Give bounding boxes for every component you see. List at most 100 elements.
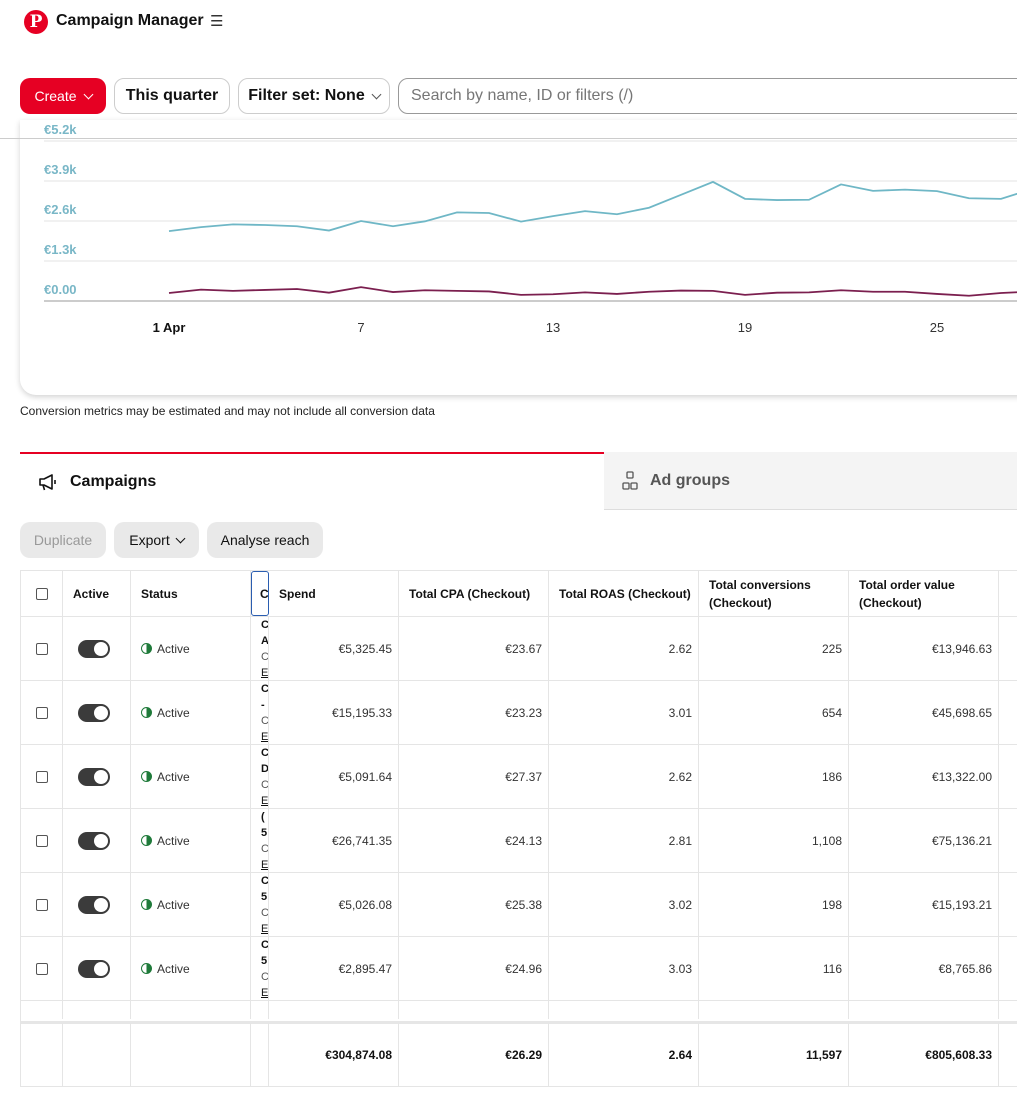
row-status-cell: Active <box>131 617 251 680</box>
active-toggle[interactable] <box>78 895 110 914</box>
header-roas[interactable]: Total ROAS (Checkout) <box>549 571 699 616</box>
partial-cell <box>131 1001 251 1019</box>
search-input[interactable]: Search by name, ID or filters (/) <box>398 78 1017 114</box>
y-tick-label: €0.00 <box>44 282 77 297</box>
row-checkbox-cell <box>21 809 63 872</box>
order-value-cell: €75,136.21 <box>849 809 999 872</box>
select-all-checkbox[interactable] <box>36 587 48 600</box>
cpa-cell: €23.67 <box>399 617 549 680</box>
header-status[interactable]: Status <box>131 571 251 616</box>
row-checkbox-cell <box>21 681 63 744</box>
row-status-cell: Active <box>131 937 251 1000</box>
active-toggle[interactable] <box>78 639 110 658</box>
filter-set-button[interactable]: Filter set: None <box>238 78 390 114</box>
partial-cell <box>699 1001 849 1019</box>
status-active-icon <box>141 899 152 910</box>
chevron-down-icon <box>175 533 186 543</box>
roas-cell: 3.01 <box>549 681 699 744</box>
name-fragment: 5 <box>261 955 268 967</box>
row-checkbox[interactable] <box>36 898 48 911</box>
header-cpa[interactable]: Total CPA (Checkout) <box>399 571 549 616</box>
name-fragment: C <box>261 619 269 631</box>
y-tick-label: €2.6k <box>44 202 77 217</box>
tab-ad-groups[interactable]: Ad groups <box>604 452 1017 510</box>
header-divider <box>0 138 1017 139</box>
row-checkbox-cell <box>21 745 63 808</box>
row-checkbox[interactable] <box>36 706 48 719</box>
order-value-cell: €13,322.00 <box>849 745 999 808</box>
row-toggle-cell <box>63 937 131 1000</box>
row-toggle-cell <box>63 617 131 680</box>
row-checkbox[interactable] <box>36 834 48 847</box>
total-order-value: €805,608.33 <box>849 1023 999 1087</box>
active-toggle[interactable] <box>78 703 110 722</box>
status-active-icon <box>141 771 152 782</box>
date-range-label: This quarter <box>125 87 219 104</box>
y-tick-label: €5.2k <box>44 122 77 137</box>
total-roas: 2.64 <box>549 1023 699 1087</box>
series-line-0 <box>168 180 1017 233</box>
active-toggle[interactable] <box>78 767 110 786</box>
chevron-down-icon <box>371 89 382 99</box>
status-active-icon <box>141 963 152 974</box>
header-active[interactable]: Active <box>63 571 131 616</box>
active-toggle[interactable] <box>78 831 110 850</box>
analyse-reach-button[interactable]: Analyse reach <box>207 522 323 558</box>
name-fragment: - <box>261 699 265 711</box>
totals-separator <box>21 1021 1017 1024</box>
logo-letter: P <box>29 12 43 32</box>
name-fragment: E <box>261 795 269 807</box>
row-name-cell[interactable]: (5 C E <box>251 809 269 872</box>
spend-cell: €15,195.33 <box>269 681 399 744</box>
partial-cell <box>399 1001 549 1019</box>
header-name[interactable]: C <box>251 571 269 616</box>
spend-cell: €5,026.08 <box>269 873 399 936</box>
table-row: Active C - C E €15,195.33 €23.23 3.01 654 €45,698… <box>21 681 1017 745</box>
header-order-value[interactable]: Total order value (Checkout) <box>849 571 999 616</box>
name-fragment: C <box>261 971 269 983</box>
active-toggle[interactable] <box>78 959 110 978</box>
status-active-icon <box>141 835 152 846</box>
header-spend[interactable]: Spend <box>269 571 399 616</box>
conversions-cell: 198 <box>699 873 849 936</box>
conversions-cell: 116 <box>699 937 849 1000</box>
totals-cell-empty <box>251 1023 269 1087</box>
table-header-row: Active Status C Spend Total CPA (Checkou… <box>21 571 1017 617</box>
table-row: Active C A C E €5,325.45 €23.67 2.62 225 €13,946.… <box>21 617 1017 681</box>
row-status-cell: Active <box>131 873 251 936</box>
partial-cell <box>21 1001 63 1019</box>
conversions-cell: 654 <box>699 681 849 744</box>
tab-campaigns[interactable]: Campaigns <box>20 452 604 510</box>
row-checkbox-cell <box>21 873 63 936</box>
name-fragment: 5 <box>261 827 268 839</box>
chevron-down-icon <box>83 89 93 99</box>
export-button[interactable]: Export <box>114 522 199 558</box>
pinterest-logo-icon[interactable]: P <box>24 10 48 34</box>
roas-cell: 2.81 <box>549 809 699 872</box>
row-checkbox[interactable] <box>36 770 48 783</box>
cpa-cell: €24.13 <box>399 809 549 872</box>
date-range-button[interactable]: This quarter <box>114 78 230 114</box>
hamburger-icon[interactable]: ☰ <box>210 13 224 30</box>
megaphone-icon <box>39 474 56 491</box>
row-checkbox[interactable] <box>36 642 48 655</box>
status-label: Active <box>157 769 190 784</box>
status-label: Active <box>157 641 190 656</box>
row-toggle-cell <box>63 745 131 808</box>
name-fragment: E <box>261 731 269 743</box>
tab-ad-groups-label: Ad groups <box>650 471 730 489</box>
create-button[interactable]: Create <box>20 78 106 114</box>
duplicate-button[interactable]: Duplicate <box>20 522 106 558</box>
row-checkbox[interactable] <box>36 962 48 975</box>
name-fragment: E <box>261 859 269 871</box>
totals-row: €304,874.08 €26.29 2.64 11,597 €805,608.… <box>21 1023 1017 1087</box>
duplicate-label: Duplicate <box>33 532 93 548</box>
roas-cell: 2.62 <box>549 745 699 808</box>
header-conversions[interactable]: Total conversions (Checkout) <box>699 571 849 616</box>
